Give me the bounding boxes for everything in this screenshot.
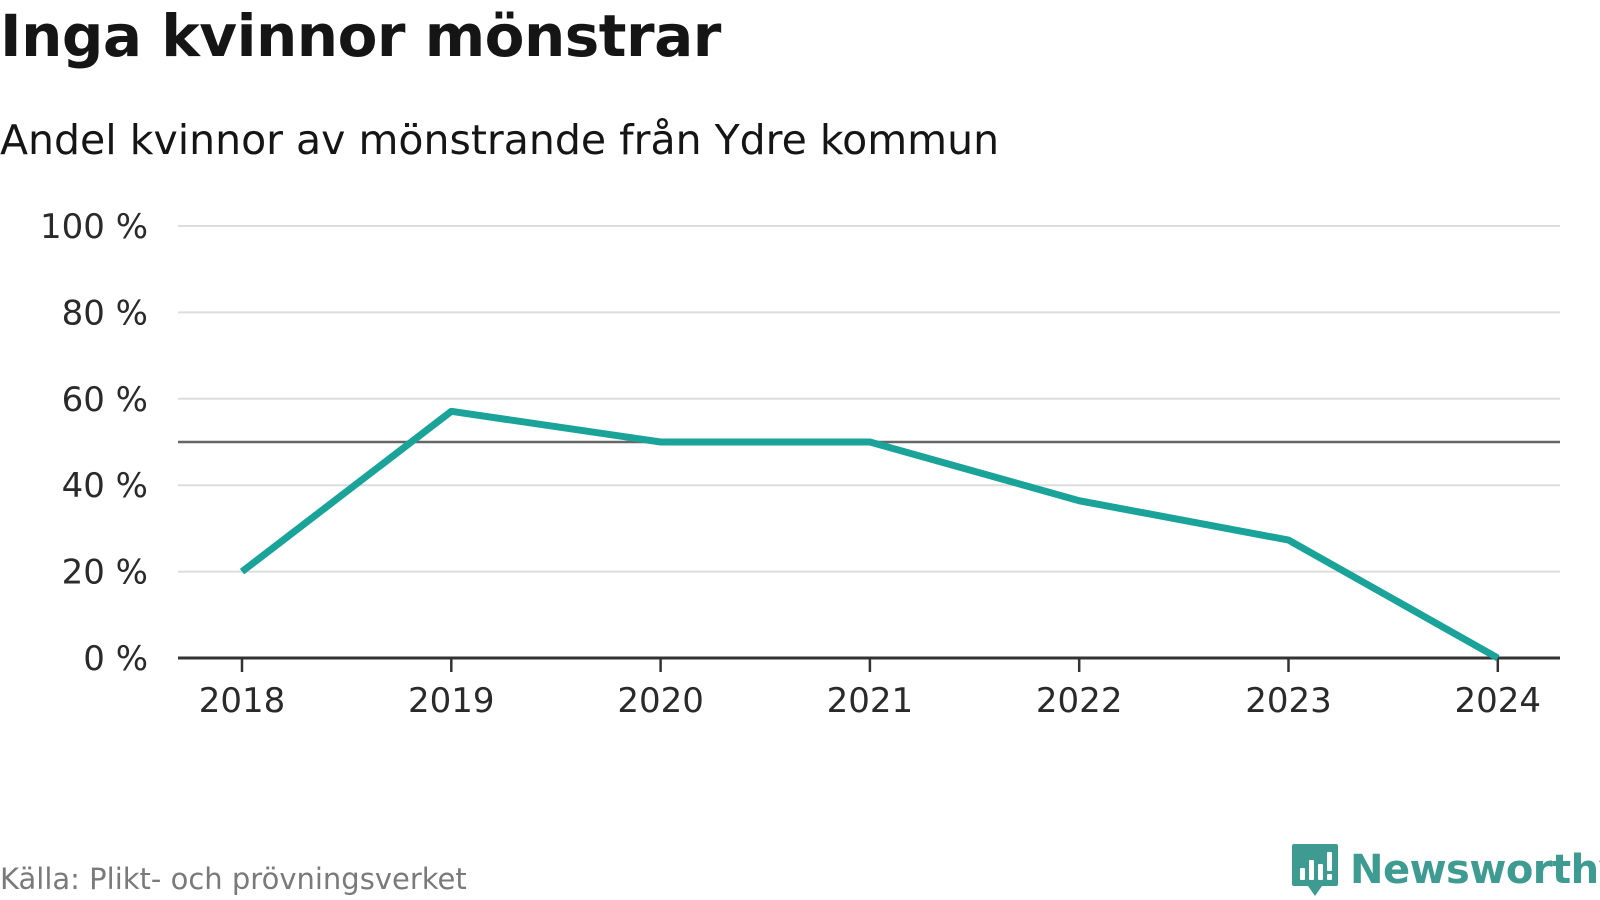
x-tick-label-2020: 2020 [617,681,704,721]
axes [178,656,1560,672]
source-note: Källa: Plikt- och prövningsverket [0,862,467,896]
x-tick-labels: 2018 2019 2020 2021 2022 2023 2024 [199,681,1541,721]
x-tick-label-2024: 2024 [1455,681,1542,721]
series-line-0 [239,407,1500,662]
y-tick-label-0: 0 % [83,639,148,679]
x-tick-label-2018: 2018 [199,681,286,721]
series-group [239,407,1500,662]
brand-logo: Newsworthy [1290,842,1600,898]
gridlines [178,225,1560,573]
y-tick-label-60: 60 % [62,380,148,420]
brand-name: Newsworthy [1350,847,1600,893]
x-tick-label-2019: 2019 [408,681,495,721]
newsworthy-logo-icon [1292,844,1338,896]
y-tick-label-100: 100 % [40,207,148,247]
chart-subtitle: Andel kvinnor av mönstrande från Ydre ko… [0,116,1000,164]
y-tick-labels: 0 % 20 % 40 % 60 % 80 % 100 % [40,207,148,679]
line-chart: 0 % 20 % 40 % 60 % 80 % 100 % 2018 2019 2020 202… [40,207,1560,721]
x-tick-label-2022: 2022 [1036,681,1123,721]
y-tick-label-20: 20 % [62,553,148,593]
y-tick-label-80: 80 % [62,293,148,333]
x-tick-label-2023: 2023 [1245,681,1332,721]
chart-title: Inga kvinnor mönstrar [0,2,721,70]
y-tick-label-40: 40 % [62,466,148,506]
x-tick-label-2021: 2021 [827,681,914,721]
